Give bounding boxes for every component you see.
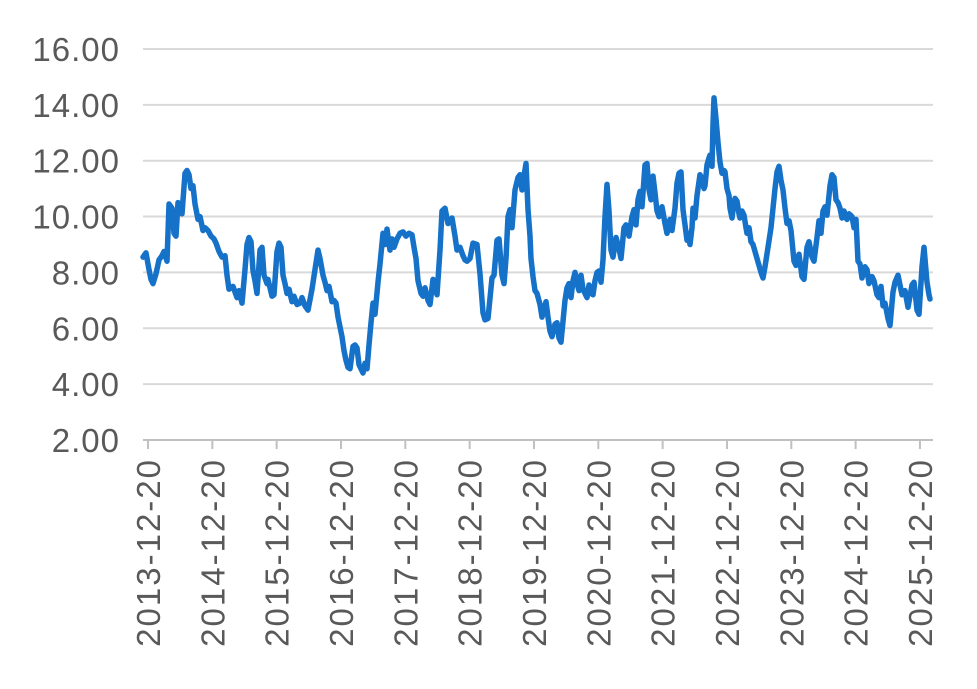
x-axis (143, 439, 933, 449)
x-tick-label: 2014-12-20 (194, 458, 231, 647)
series-line (140, 95, 933, 376)
x-tick-label: 2024-12-20 (838, 458, 875, 647)
y-tick-label: 8.00 (52, 254, 120, 291)
data-series (140, 95, 933, 376)
y-tick-label: 14.00 (32, 87, 120, 124)
x-tick-label: 2020-12-20 (580, 458, 617, 647)
x-tick-label: 2022-12-20 (709, 458, 746, 647)
x-tick-label: 2025-12-20 (902, 458, 939, 647)
x-tick-label: 2013-12-20 (130, 458, 167, 647)
x-tick-label: 2017-12-20 (387, 458, 424, 647)
x-tick-label: 2021-12-20 (645, 458, 682, 647)
y-tick-label: 16.00 (32, 31, 120, 68)
y-tick-label: 4.00 (52, 366, 120, 403)
x-tick-label: 2015-12-20 (259, 458, 296, 647)
y-tick-label: 12.00 (32, 143, 120, 180)
y-tick-label: 6.00 (52, 310, 120, 347)
y-tick-label: 2.00 (52, 422, 120, 459)
x-axis-labels: 2013-12-20 2014-12-20 2015-12-20 2016-12-20… (130, 458, 939, 647)
x-tick-label: 2023-12-20 (773, 458, 810, 647)
gridlines (143, 47, 933, 386)
x-tick-label: 2019-12-20 (516, 458, 553, 647)
y-tick-label: 10.00 (32, 199, 120, 236)
x-tick-label: 2018-12-20 (452, 458, 489, 647)
y-axis-labels: 2.00 4.00 6.00 8.00 10.00 12.00 14.00 16.00 (32, 31, 120, 459)
x-tick-label: 2016-12-20 (323, 458, 360, 647)
